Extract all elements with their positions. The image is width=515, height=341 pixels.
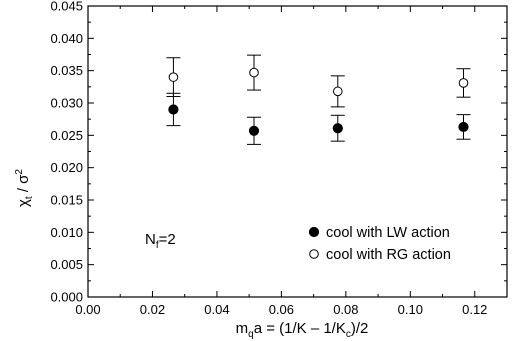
data-point-rg xyxy=(330,75,345,108)
x-tick-label: 0.02 xyxy=(140,302,165,317)
y-tick-label: 0.010 xyxy=(50,225,83,240)
y-tick-label: 0.020 xyxy=(50,160,83,175)
legend-marker-lw xyxy=(308,226,320,238)
x-tick-label: 0.04 xyxy=(204,302,229,317)
marker xyxy=(458,78,469,88)
data-point-lw xyxy=(246,116,261,145)
data-point-lw xyxy=(456,114,471,140)
marker xyxy=(168,104,179,115)
data-point-rg xyxy=(456,68,471,98)
legend-marker-rg xyxy=(309,249,319,259)
marker xyxy=(458,121,469,133)
marker xyxy=(332,86,343,97)
data-point-lw xyxy=(166,92,181,127)
marker xyxy=(249,67,259,78)
data-point-rg xyxy=(246,54,261,91)
x-tick-label: 0.00 xyxy=(75,302,100,317)
x-tick-label: 0.06 xyxy=(269,302,294,317)
plot-frame xyxy=(87,5,508,298)
marker xyxy=(332,123,343,134)
y-tick-label: 0.005 xyxy=(50,257,83,272)
y-tick-label: 0.035 xyxy=(50,63,83,78)
x-tick-label: 0.10 xyxy=(398,302,423,317)
data-point-lw xyxy=(330,114,345,142)
legend-label-rg: cool with RG action xyxy=(326,247,451,263)
y-axis-title: χt / σ2 xyxy=(14,169,35,207)
x-axis-title: mqa = (1/K – 1/Kc)/2 xyxy=(236,320,369,340)
marker xyxy=(168,72,179,82)
legend: cool with LW action cool with RG action xyxy=(308,225,451,263)
y-tick-label: 0.015 xyxy=(50,193,83,208)
x-tick-label: 0.12 xyxy=(462,302,487,317)
x-axis-ticks: 0.00 0.02 0.04 0.06 0.08 0.10 0.12 xyxy=(75,6,487,317)
y-tick-label: 0.040 xyxy=(50,31,83,46)
flavor-annotation: Nf=2 xyxy=(145,231,176,251)
y-tick-label: 0.000 xyxy=(50,290,83,305)
y-tick-label: 0.030 xyxy=(50,96,83,111)
x-tick-label: 0.08 xyxy=(333,302,358,317)
y-tick-label: 0.025 xyxy=(50,128,83,143)
y-tick-label: 0.045 xyxy=(50,0,83,14)
marker xyxy=(248,125,260,136)
legend-label-lw: cool with LW action xyxy=(326,225,450,241)
data-series xyxy=(166,54,471,145)
y-axis-ticks: 0.000 0.005 0.010 0.015 0.020 0.025 0.030 0.035… xyxy=(50,0,507,305)
data-point-rg xyxy=(166,57,181,98)
